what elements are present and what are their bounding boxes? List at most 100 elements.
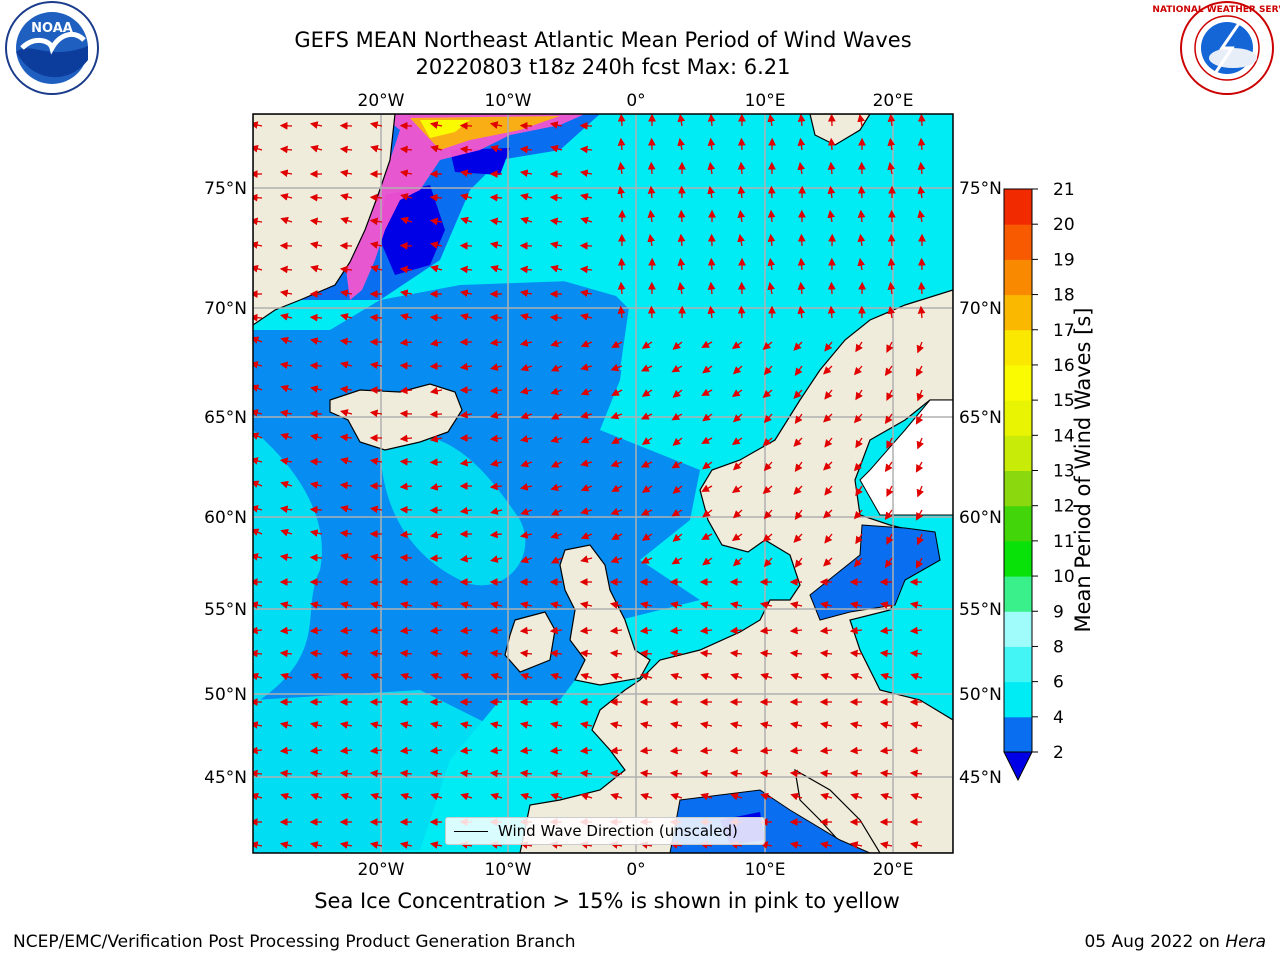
wind-arrow	[824, 437, 833, 448]
chart-subtitle: 20220803 t18z 240h fcst Max: 6.21	[415, 55, 791, 79]
wind-arrow	[699, 649, 713, 658]
wind-arrow	[707, 257, 716, 271]
wind-arrow	[459, 265, 473, 274]
wind-arrow	[797, 257, 806, 271]
wind-arrow	[794, 365, 803, 376]
wind-arrow	[915, 557, 924, 569]
wind-arrow	[763, 557, 773, 568]
wind-arrow	[400, 193, 413, 201]
wind-arrow	[855, 437, 863, 449]
wind-arrow	[639, 626, 653, 635]
wind-arrow	[460, 193, 473, 201]
wind-arrow	[789, 746, 803, 755]
wind-arrow	[640, 672, 653, 681]
wind-arrow	[399, 265, 413, 274]
wind-arrow	[677, 281, 686, 295]
wind-arrow	[280, 528, 293, 537]
wind-arrow	[819, 769, 833, 778]
wind-arrow	[549, 193, 563, 202]
wind-arrow	[610, 411, 623, 420]
wind-arrow	[884, 557, 893, 569]
wind-arrow	[797, 137, 806, 151]
wind-arrow	[279, 841, 293, 849]
wind-arrow	[794, 413, 803, 424]
wind-arrow	[253, 626, 263, 635]
wind-arrow	[737, 137, 746, 151]
wind-arrow	[550, 460, 563, 468]
wind-arrow	[339, 169, 353, 178]
nws-logo-text: NATIONAL WEATHER SERVICE	[1152, 5, 1280, 15]
wind-arrow	[253, 313, 263, 322]
wind-arrow	[789, 769, 803, 778]
wind-arrow	[707, 281, 716, 295]
colorbar-segment	[1004, 224, 1032, 260]
wind-arrow	[489, 626, 503, 635]
wind-arrow	[400, 313, 413, 321]
wind-arrow	[370, 145, 383, 153]
colorbar-segment	[1004, 681, 1032, 718]
chart-title: GEFS MEAN Northeast Atlantic Mean Period…	[294, 28, 912, 52]
wind-arrow	[309, 505, 323, 514]
wind-arrow	[762, 389, 773, 398]
wind-arrow	[399, 386, 413, 395]
wind-arrow	[369, 601, 383, 609]
wind-arrow	[729, 746, 743, 755]
wind-arrow	[794, 557, 803, 568]
colorbar-tick-label: 12	[1053, 497, 1075, 517]
ocean-field-4-6s-west	[253, 430, 322, 700]
wind-arrow	[759, 721, 773, 729]
wind-arrow	[611, 388, 623, 396]
wind-arrow	[641, 437, 653, 445]
wind-arrow	[340, 313, 353, 321]
wind-arrow	[639, 601, 653, 609]
wind-arrow	[489, 721, 503, 729]
wind-arrow	[702, 461, 713, 470]
wind-arrow	[580, 193, 593, 201]
wind-arrow	[915, 365, 924, 377]
wind-arrow	[737, 209, 746, 223]
wind-arrow	[279, 409, 293, 418]
wind-arrow	[855, 485, 863, 497]
wind-arrow	[490, 507, 503, 515]
colorbar-segment	[1004, 540, 1032, 577]
lon-label: 0°	[626, 860, 645, 880]
wind-arrow	[610, 507, 623, 516]
wind-arrow	[917, 209, 925, 223]
wind-arrow	[459, 458, 473, 467]
map-legend: Wind Wave Direction (unscaled)	[445, 817, 765, 845]
wind-arrow	[309, 529, 323, 537]
wind-arrow	[550, 531, 563, 540]
wind-arrow	[369, 313, 383, 322]
wind-arrow	[253, 721, 263, 729]
wind-arrow	[827, 281, 836, 295]
wind-arrow	[369, 746, 383, 755]
wind-arrow	[640, 460, 653, 468]
wind-arrow	[729, 721, 743, 729]
wind-arrow	[429, 313, 443, 322]
wind-arrow	[789, 649, 803, 658]
colorbar-segment	[1004, 505, 1032, 542]
wind-arrow	[280, 792, 293, 801]
wind-arrow	[550, 265, 563, 273]
wind-arrow	[459, 145, 473, 154]
wind-arrow	[279, 626, 293, 635]
lon-label: 10°E	[745, 91, 786, 111]
wind-arrow	[459, 554, 473, 563]
wind-arrow	[879, 601, 893, 609]
wind-arrow	[340, 361, 353, 369]
wind-arrow	[793, 485, 803, 495]
wind-arrow	[340, 409, 353, 417]
wind-arrow	[617, 281, 626, 295]
graticule	[253, 114, 953, 853]
lat-label: 65°N	[959, 408, 1002, 428]
wind-arrow	[280, 216, 293, 225]
lat-label: 50°N	[204, 685, 247, 705]
wind-arrow	[857, 185, 866, 199]
wind-arrow	[699, 769, 713, 778]
wind-arrow	[639, 769, 653, 778]
wind-arrow	[549, 313, 563, 322]
wind-arrow	[489, 746, 503, 755]
wind-arrow	[369, 841, 383, 849]
wind-arrow	[279, 169, 293, 178]
wind-arrow	[429, 217, 443, 226]
